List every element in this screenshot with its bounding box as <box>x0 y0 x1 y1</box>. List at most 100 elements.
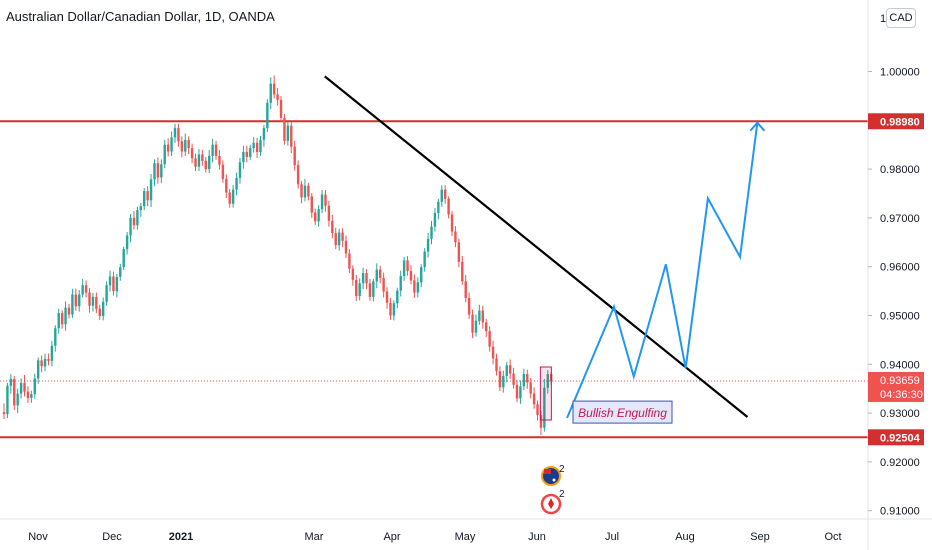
candle-body <box>413 280 416 293</box>
candle-body <box>136 210 139 226</box>
candle-body <box>235 177 238 190</box>
candle <box>402 256 406 281</box>
candle <box>225 174 228 198</box>
candle-body <box>426 238 430 252</box>
candle-body <box>272 83 276 95</box>
candle-body <box>204 160 207 170</box>
time-tick-label: 2021 <box>169 531 193 543</box>
level-price-tag-label: 0.92504 <box>880 432 921 444</box>
candle <box>296 160 300 189</box>
price-tick-label: 0.92000 <box>880 457 920 469</box>
candle-body <box>502 376 505 388</box>
level-price-tag-label: 0.98980 <box>880 116 920 128</box>
candle <box>450 211 454 236</box>
candle <box>457 238 461 268</box>
candle <box>221 160 225 183</box>
candle <box>536 400 539 421</box>
candle-body <box>481 310 484 323</box>
candle-body <box>491 346 495 359</box>
candle-body <box>6 385 9 415</box>
time-tick-label: Jul <box>605 531 619 543</box>
candle-body <box>74 294 78 307</box>
candle-body <box>341 232 344 241</box>
candle <box>358 278 361 301</box>
candle <box>327 200 331 227</box>
candle-body <box>50 345 54 361</box>
candle-body <box>464 281 467 298</box>
candle-body <box>166 144 170 152</box>
annotation-label: Bullish Engulfing <box>578 406 667 420</box>
candle-body <box>344 240 348 254</box>
candle <box>146 186 149 207</box>
candle-body <box>461 261 464 282</box>
candle-body <box>122 249 125 268</box>
candle-body <box>231 189 235 204</box>
candle <box>180 136 184 158</box>
candle-body <box>88 292 91 306</box>
candle-body <box>495 358 498 372</box>
candle <box>252 136 255 153</box>
candle-body <box>177 128 180 142</box>
candle <box>19 378 23 399</box>
candle-body <box>375 269 378 282</box>
candle-body <box>337 232 341 246</box>
candle-body <box>2 412 6 415</box>
candle <box>389 297 392 320</box>
candle-body <box>508 365 512 374</box>
candle-body <box>296 165 300 185</box>
candle <box>272 75 276 99</box>
candle-body <box>317 209 320 222</box>
pattern-highlight-box <box>539 366 552 421</box>
candle-body <box>385 291 389 303</box>
time-tick-label: Jun <box>528 531 546 543</box>
candle <box>160 159 163 184</box>
level-price-tag <box>868 113 924 130</box>
candle-body <box>255 142 259 153</box>
candle-body <box>382 277 385 292</box>
candle-body <box>440 189 443 202</box>
candle-body <box>228 192 231 204</box>
candle-body <box>314 212 317 222</box>
candle <box>139 202 142 217</box>
candle <box>64 301 67 331</box>
drawings: Bullish Engulfing <box>324 75 766 424</box>
candle <box>91 293 95 312</box>
candle-body <box>249 148 252 157</box>
candle-body <box>160 164 163 178</box>
candle <box>153 159 156 187</box>
candle <box>426 233 430 258</box>
candle <box>177 123 180 147</box>
candle <box>249 144 252 160</box>
candle-body <box>259 139 262 153</box>
candle <box>173 123 177 143</box>
candle-body <box>416 282 420 293</box>
candle-body <box>474 320 478 333</box>
candle-body <box>60 313 64 325</box>
candle <box>228 189 231 208</box>
candle <box>33 373 36 399</box>
candle <box>447 196 450 219</box>
candle <box>505 361 508 383</box>
candle-body <box>279 99 283 118</box>
candle <box>512 367 515 389</box>
candle <box>190 143 194 164</box>
candle-body <box>64 307 67 325</box>
candle-body <box>16 393 19 406</box>
candle <box>314 208 317 226</box>
candle <box>71 288 74 318</box>
candle <box>485 318 488 337</box>
candle <box>119 263 122 281</box>
candle-body <box>218 155 221 165</box>
candle <box>471 309 474 338</box>
candle-body <box>546 374 549 388</box>
candle <box>211 138 214 163</box>
time-axis: Nov Dec 2021 Mar Apr May Jun Jul Aug Sep Oct <box>0 518 932 543</box>
price-tick-label: 0.93000 <box>880 408 920 420</box>
candle <box>365 269 368 290</box>
candle-body <box>392 303 396 316</box>
candle-body <box>283 117 286 141</box>
currency-badge[interactable]: CAD <box>886 8 916 28</box>
annotation-label-box <box>572 400 673 424</box>
candle <box>242 145 245 169</box>
